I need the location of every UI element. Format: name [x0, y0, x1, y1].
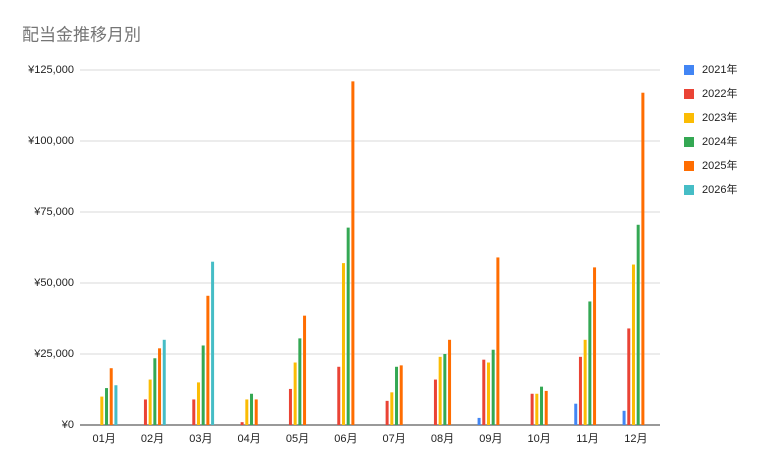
bar: [250, 393, 254, 425]
bar: [143, 399, 147, 425]
bar: [162, 339, 166, 425]
x-tick-label: 11月: [576, 433, 598, 445]
bar: [153, 358, 157, 425]
bar: [491, 349, 495, 425]
y-tick-label: ¥75,000: [33, 206, 74, 218]
x-tick-label: 06月: [334, 433, 357, 445]
x-tick-label: 03月: [189, 433, 212, 445]
chart-title: 配当金推移月別: [22, 25, 141, 44]
bar: [341, 263, 345, 425]
y-tick-label: ¥100,000: [27, 135, 74, 147]
bar: [482, 359, 486, 425]
x-tick-label: 12月: [624, 433, 647, 445]
bar: [399, 365, 403, 425]
bar: [390, 392, 394, 425]
bar: [540, 386, 544, 425]
bar: [641, 92, 645, 425]
legend-swatch: [684, 113, 694, 123]
bar: [303, 315, 307, 425]
legend-label: 2023年: [702, 110, 737, 124]
bar: [622, 410, 626, 425]
bar: [206, 295, 210, 425]
bar: [496, 257, 500, 425]
legend-label: 2025年: [702, 158, 737, 172]
bar: [631, 264, 635, 425]
bar: [114, 385, 118, 425]
bar: [148, 379, 152, 425]
bar: [351, 81, 355, 426]
bar: [574, 403, 578, 425]
legend-swatch: [684, 137, 694, 147]
bar: [636, 224, 640, 425]
bar: [346, 227, 350, 425]
bar: [211, 261, 215, 425]
x-tick-label: 10月: [528, 433, 551, 445]
legend-label: 2024年: [702, 134, 737, 148]
bar: [293, 362, 297, 425]
bar: [395, 366, 399, 425]
x-tick-label: 01月: [93, 433, 116, 445]
legend-swatch: [684, 185, 694, 195]
bar: [544, 390, 548, 425]
legend-swatch: [684, 65, 694, 75]
y-tick-label: ¥125,000: [27, 64, 74, 76]
bar: [535, 393, 539, 425]
bar: [100, 396, 104, 425]
bar: [298, 338, 302, 425]
bar: [254, 399, 258, 425]
bar: [385, 400, 389, 425]
bar: [337, 366, 341, 425]
y-tick-label: ¥50,000: [33, 277, 74, 289]
legend-swatch: [684, 161, 694, 171]
legend-label: 2022年: [702, 86, 737, 100]
x-tick-label: 05月: [286, 433, 309, 445]
bar: [530, 393, 534, 425]
bar: [448, 339, 452, 425]
bar: [593, 267, 597, 425]
legend-swatch: [684, 89, 694, 99]
bar: [438, 356, 442, 425]
bar: [240, 422, 244, 425]
x-tick-label: 07月: [383, 433, 406, 445]
x-tick-label: 04月: [238, 433, 261, 445]
bar: [245, 399, 249, 425]
bar: [433, 379, 437, 425]
bar: [196, 382, 200, 425]
bar: [201, 345, 205, 425]
x-tick-label: 09月: [479, 433, 502, 445]
bar: [288, 388, 292, 425]
bar: [583, 339, 587, 425]
y-tick-label: ¥25,000: [33, 348, 74, 360]
x-tick-label: 08月: [431, 433, 454, 445]
bar: [105, 388, 109, 425]
bar: [192, 399, 196, 425]
bar: [588, 301, 592, 425]
legend-label: 2026年: [702, 182, 737, 196]
bar: [158, 348, 162, 425]
bar: [443, 354, 447, 425]
bar: [477, 417, 481, 425]
bar: [578, 356, 582, 425]
x-tick-label: 02月: [141, 433, 164, 445]
bar: [627, 328, 631, 425]
bar: [486, 362, 490, 425]
bar: [109, 368, 113, 425]
y-tick-label: ¥0: [61, 419, 74, 431]
legend-label: 2021年: [702, 62, 737, 76]
